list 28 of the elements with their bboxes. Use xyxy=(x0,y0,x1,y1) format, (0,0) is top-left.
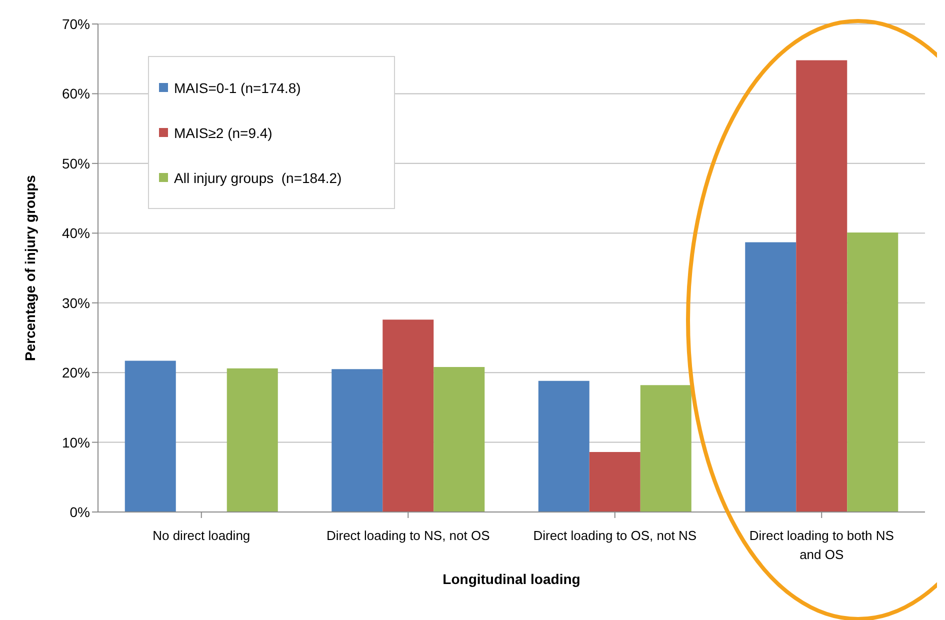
y-tick-label: 60% xyxy=(62,86,90,102)
bar xyxy=(332,369,383,512)
x-tick-label: No direct loading xyxy=(152,528,250,543)
y-tick-label: 50% xyxy=(62,155,90,172)
y-tick-label: 30% xyxy=(62,294,90,311)
x-tick-label: Direct loading to NS, not OS xyxy=(326,528,490,543)
y-tick-label: 20% xyxy=(62,364,90,381)
y-tick-label: 10% xyxy=(62,434,90,450)
y-tick-label: 0% xyxy=(70,504,90,520)
bar xyxy=(382,320,434,512)
bar xyxy=(589,452,640,512)
bar xyxy=(538,380,590,512)
y-tick-label: 70% xyxy=(62,16,90,32)
bar xyxy=(226,368,278,512)
bar xyxy=(124,360,176,512)
bar xyxy=(434,366,485,512)
legend-label: All injury groups (n=184.2) xyxy=(174,170,342,186)
y-axis-title: Percentage of injury groups xyxy=(22,174,38,361)
x-tick-label: Direct loading to both NS and OS xyxy=(749,528,894,562)
legend-label: MAIS≥2 (n=9.4) xyxy=(174,124,272,140)
bar xyxy=(796,60,848,512)
bar xyxy=(745,242,796,512)
bar xyxy=(640,385,692,512)
x-axis-title: Longitudinal loading xyxy=(442,571,580,587)
x-tick-label: Direct loading to OS, not NS xyxy=(533,528,697,543)
legend-label: MAIS=0-1 (n=174.8) xyxy=(174,80,301,96)
bar xyxy=(847,232,898,512)
y-tick-label: 40% xyxy=(62,225,90,242)
